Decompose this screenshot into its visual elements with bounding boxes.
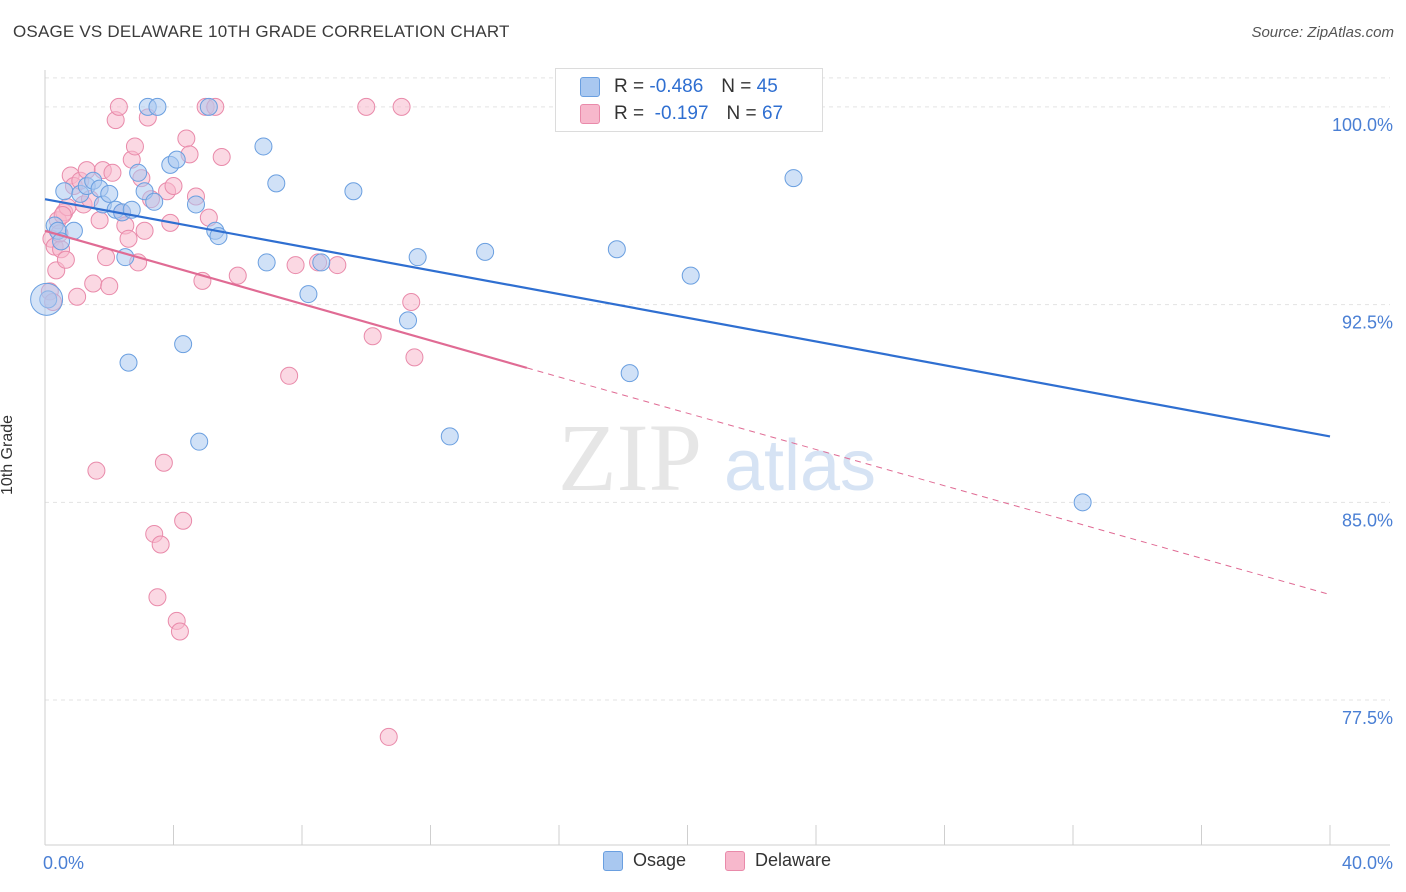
osage-points (30, 97, 1092, 512)
delaware-point-34 (151, 535, 170, 554)
delaware-point-40 (170, 622, 189, 641)
legend-item-osage[interactable]: Osage (603, 850, 686, 871)
osage-point-40 (607, 240, 626, 259)
delaware-point-60 (405, 348, 424, 367)
osage-trend-line (44, 198, 1331, 438)
chart-title: OSAGE VS DELAWARE 10TH GRADE CORRELATION… (13, 22, 510, 41)
watermark-atlas: atlas (724, 426, 876, 506)
x-tick-labels: 0.0% 40.0% (43, 853, 1393, 873)
osage-point-26 (190, 432, 209, 451)
watermark-zip: ZIP (558, 404, 702, 511)
osage-r-value: -0.486 (649, 76, 704, 97)
delaware-point-58 (392, 97, 411, 116)
osage-point-38 (440, 427, 459, 446)
delaware-point-49 (212, 147, 231, 166)
osage-point-43 (784, 169, 803, 188)
osage-point-39 (476, 242, 495, 261)
osage-point-30 (254, 137, 273, 156)
axes (44, 70, 1390, 846)
y-tick-label-0: 100.0% (1332, 115, 1393, 135)
osage-point-11 (100, 184, 119, 203)
delaware-point-55 (357, 97, 376, 116)
osage-n-label: N = (721, 76, 752, 97)
osage-point-36 (399, 311, 418, 330)
legend-osage-label: Osage (633, 850, 687, 870)
delaware-point-33 (148, 588, 167, 607)
delaware-point-19 (103, 163, 122, 182)
watermark: ZIP atlas (558, 404, 876, 511)
osage-point-24 (174, 335, 193, 354)
corr-row-osage: R = -0.486 N = 45 (580, 75, 778, 99)
delaware-point-57 (379, 727, 398, 746)
delaware-r-label: R = (614, 103, 645, 124)
osage-point-27 (199, 97, 218, 116)
osage-point-42 (681, 266, 700, 285)
osage-point-4 (55, 182, 74, 201)
y-tick-labels: 100.0% 92.5% 85.0% 77.5% (1332, 115, 1393, 728)
delaware-point-38 (164, 176, 183, 195)
delaware-point-50 (228, 266, 247, 285)
osage-point-cluster (30, 282, 64, 316)
osage-point-41 (620, 364, 639, 383)
delaware-point-13 (84, 274, 103, 293)
osage-point-34 (312, 253, 331, 272)
osage-point-23 (167, 150, 186, 169)
legend-delaware-swatch (725, 850, 745, 871)
delaware-point-66 (56, 250, 75, 269)
delaware-point-17 (97, 248, 116, 267)
delaware-point-54 (328, 256, 347, 275)
delaware-point-59 (402, 292, 421, 311)
legend-osage-swatch (603, 850, 623, 871)
osage-point-25 (186, 195, 205, 214)
legend-item-delaware[interactable]: Delaware (725, 850, 831, 871)
delaware-point-56 (363, 327, 382, 346)
correlation-legend: R = -0.486 N = 45 R = -0.197 N = 67 (555, 68, 823, 132)
delaware-point-52 (286, 256, 305, 275)
delaware-n-value: 67 (761, 103, 784, 124)
osage-n-value: 45 (756, 76, 778, 97)
grid-lines (45, 77, 1390, 701)
osage-swatch (580, 77, 600, 97)
delaware-point-8 (68, 287, 87, 306)
osage-point-15 (119, 353, 138, 372)
x-tick-label-1: 40.0% (1342, 853, 1393, 873)
osage-point-32 (267, 174, 286, 193)
delaware-point-24 (119, 229, 138, 248)
trend-lines (44, 198, 1331, 596)
osage-point-44 (1073, 493, 1092, 512)
osage-point-31 (257, 253, 276, 272)
osage-point-21 (148, 97, 167, 116)
y-tick-label-3: 77.5% (1342, 708, 1393, 728)
delaware-point-14 (87, 461, 106, 480)
delaware-point-29 (135, 221, 154, 240)
y-tick-label-1: 92.5% (1342, 313, 1393, 333)
delaware-n-label: N = (726, 103, 757, 124)
series-legend: Osage Delaware (0, 850, 1406, 880)
delaware-point-42 (177, 129, 196, 148)
osage-point-20 (145, 192, 164, 211)
delaware-trend-extension (526, 367, 1331, 596)
y-tick-label-2: 85.0% (1342, 510, 1393, 530)
delaware-point-15 (90, 211, 109, 230)
corr-row-delaware: R = -0.197 N = 67 (580, 102, 783, 126)
delaware-swatch (580, 104, 600, 124)
delaware-trend-line (44, 229, 528, 369)
legend-delaware-label: Delaware (755, 850, 832, 870)
delaware-r-value: -0.197 (649, 103, 709, 124)
osage-point-33 (299, 285, 318, 304)
delaware-point-21 (109, 97, 128, 116)
osage-point-37 (408, 248, 427, 267)
delaware-point-41 (174, 511, 193, 530)
delaware-point-51 (280, 366, 299, 385)
source-label: Source: ZipAtlas.com (1251, 24, 1394, 41)
osage-point-17 (129, 163, 148, 182)
osage-point-35 (344, 182, 363, 201)
delaware-point-35 (154, 453, 173, 472)
osage-r-label: R = (614, 76, 645, 97)
delaware-point-26 (125, 137, 144, 156)
delaware-point-18 (100, 277, 119, 296)
x-tick-label-0: 0.0% (43, 853, 84, 873)
